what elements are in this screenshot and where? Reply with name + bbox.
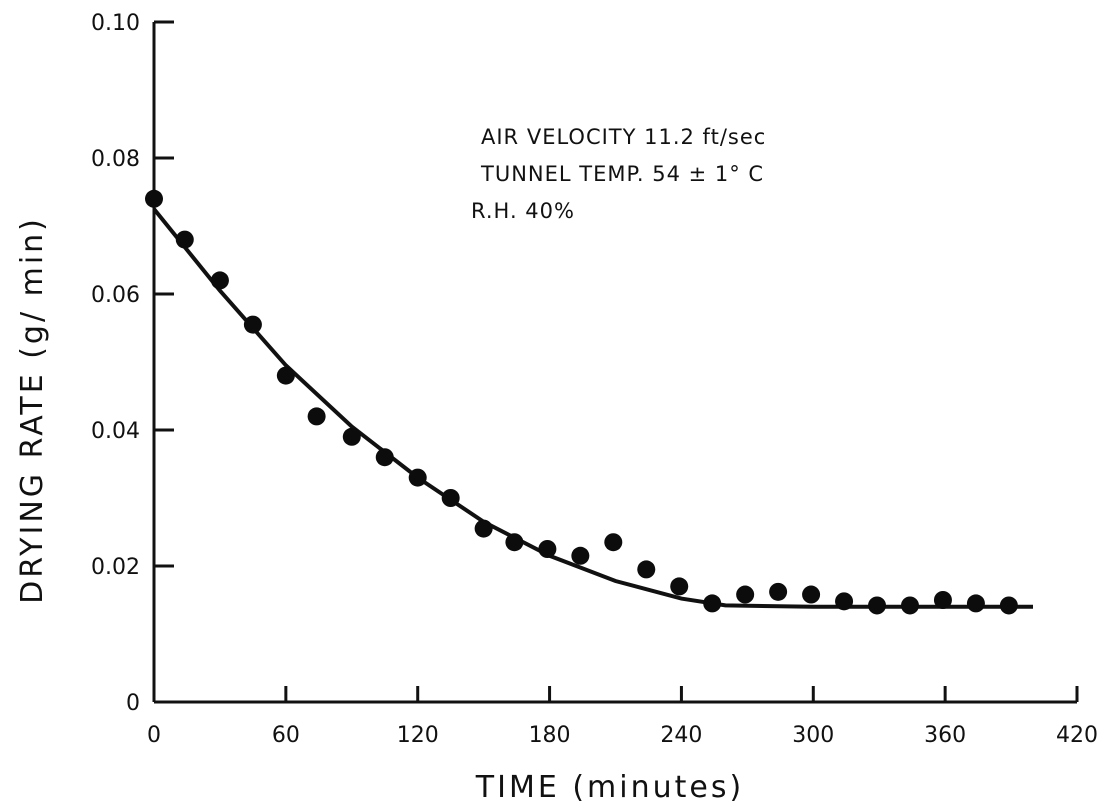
- data-point: [966, 594, 985, 613]
- y-tick-label: 0.10: [91, 11, 140, 36]
- data-point: [342, 427, 361, 446]
- data-point: [999, 596, 1018, 615]
- data-point: [900, 596, 919, 615]
- data-points: [145, 189, 1018, 615]
- x-tick-label: 300: [792, 723, 834, 748]
- y-tick-label: 0.04: [91, 419, 140, 444]
- annotation-rh: R.H. 40%: [471, 199, 575, 223]
- annotation-tunnel-temp: TUNNEL TEMP. 54 ± 1° C: [480, 162, 764, 186]
- data-point: [571, 546, 590, 565]
- data-point: [670, 577, 689, 596]
- x-tick-label: 180: [529, 723, 571, 748]
- x-tick-label: 360: [924, 723, 966, 748]
- ticks: 0 60 120 180 240 300 360 420 0 0.02 0.04 0.06 0.08 0.…: [91, 11, 1098, 748]
- data-point: [441, 489, 460, 507]
- y-tick-label: 0: [126, 691, 140, 716]
- y-tick-label: 0.02: [91, 555, 140, 580]
- data-point: [210, 271, 229, 290]
- axes: [152, 22, 1077, 704]
- data-point: [276, 366, 295, 385]
- data-point: [637, 560, 656, 579]
- x-tick-label: 0: [147, 723, 161, 748]
- data-point: [703, 594, 722, 613]
- x-tick-label: 60: [272, 723, 300, 748]
- data-point: [736, 585, 755, 604]
- data-point: [505, 533, 524, 552]
- data-point: [307, 407, 326, 426]
- y-tick-label: 0.06: [91, 283, 140, 308]
- y-axis-title: DRYING RATE (g/ min): [15, 216, 50, 604]
- data-point: [802, 585, 821, 604]
- x-tick-label: 240: [660, 723, 702, 748]
- x-tick-label: 420: [1056, 723, 1098, 748]
- data-point: [243, 315, 262, 334]
- data-point: [604, 533, 623, 552]
- data-point: [933, 591, 952, 609]
- fit-curve: [152, 207, 1033, 609]
- data-point: [835, 592, 854, 611]
- data-point: [474, 519, 493, 538]
- data-point: [769, 582, 788, 601]
- x-tick-label: 120: [397, 723, 439, 748]
- data-point: [538, 540, 557, 558]
- data-point: [868, 596, 887, 615]
- data-point: [175, 230, 194, 249]
- data-point: [408, 468, 427, 487]
- data-point: [375, 448, 394, 467]
- x-axis-title: TIME (minutes): [475, 770, 744, 805]
- y-tick-label: 0.08: [91, 147, 140, 172]
- data-point: [145, 189, 163, 208]
- annotation-air-velocity: AIR VELOCITY 11.2 ft/sec: [481, 125, 766, 149]
